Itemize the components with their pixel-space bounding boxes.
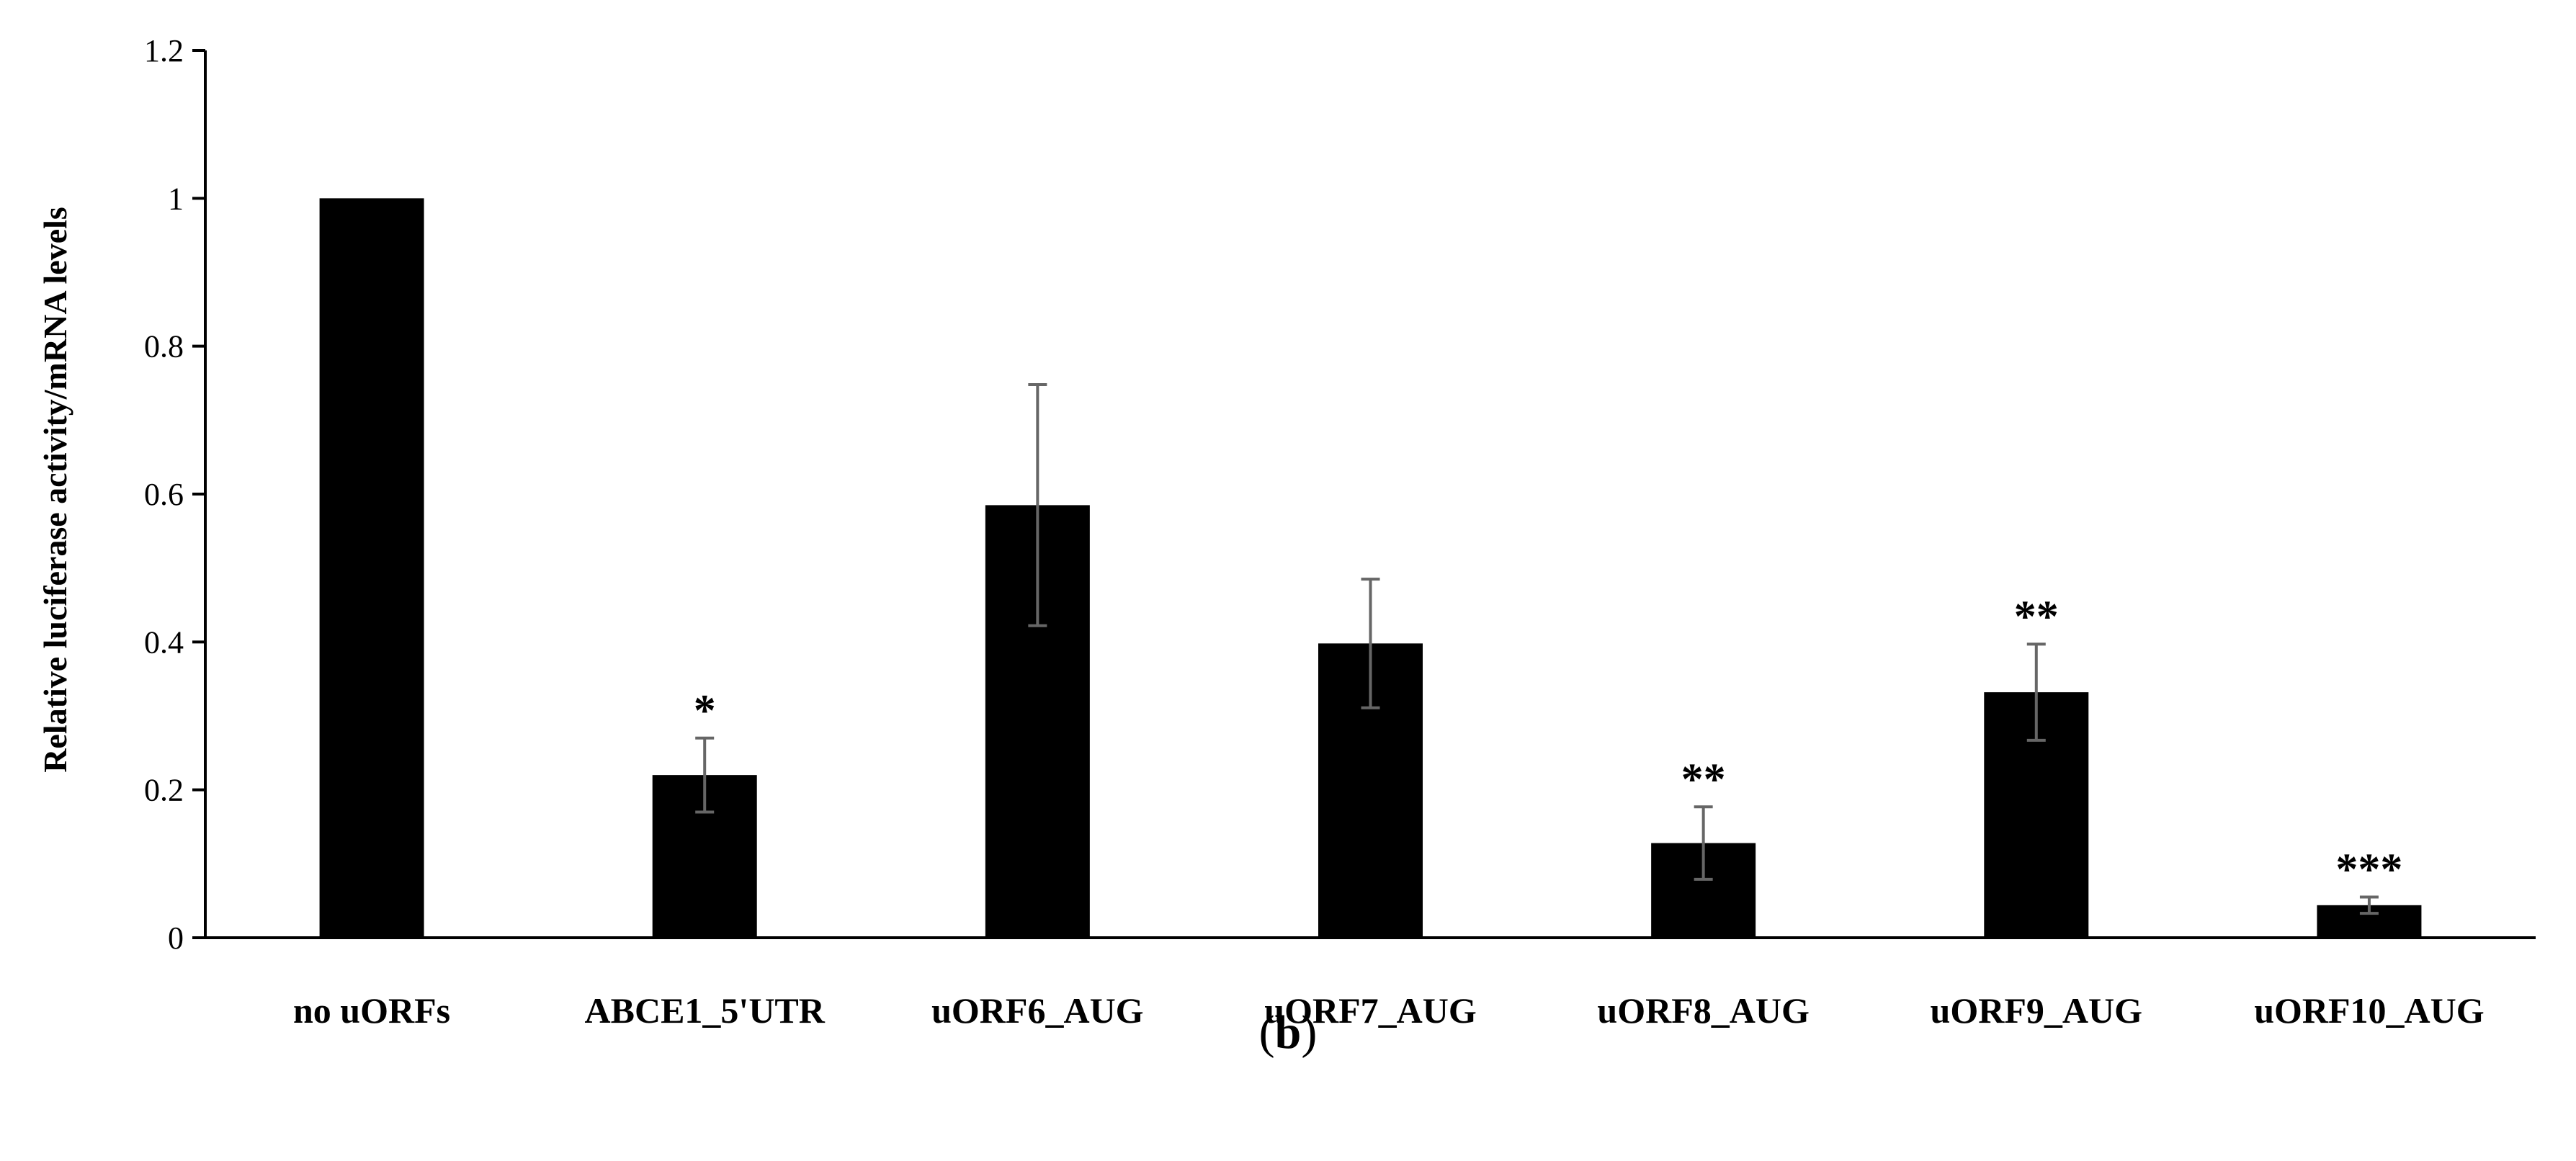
y-tick-label: 0.8 xyxy=(144,329,184,364)
panel-label: (b) xyxy=(1259,1006,1318,1059)
y-tick-label: 0.4 xyxy=(144,624,184,660)
significance-mark: *** xyxy=(2335,846,2402,895)
x-tick-label: no uORFs xyxy=(293,990,450,1031)
y-axis-label: Relative luciferase activity/mRNA levels xyxy=(37,207,73,773)
bar-group xyxy=(319,198,2422,938)
x-tick-label: uORF6_AUG xyxy=(931,990,1143,1031)
panel-label-letter: b xyxy=(1275,1006,1302,1059)
panel-label-open: ( xyxy=(1259,1006,1275,1059)
y-tick-label: 0.6 xyxy=(144,477,184,512)
x-tick-label: ABCE1_5'UTR xyxy=(585,990,826,1031)
panel-label-close: ) xyxy=(1301,1006,1317,1059)
x-tick-label: uORF10_AUG xyxy=(2254,990,2484,1031)
y-tick-label: 0.2 xyxy=(144,773,184,808)
x-tick-label: uORF8_AUG xyxy=(1597,990,1809,1031)
x-tick-label: uORF9_AUG xyxy=(1931,990,2142,1031)
error-bar-group xyxy=(695,383,2379,915)
significance-group: ******** xyxy=(694,592,2403,894)
y-tick-group: 0 0.2 0.4 0.6 0.8 1 1.2 xyxy=(144,33,205,956)
y-tick-label: 1.2 xyxy=(144,33,184,68)
significance-mark: ** xyxy=(1681,755,1726,804)
x-tick-label-group: no uORFs ABCE1_5'UTR uORF6_AUG uORF7_AUG uOR… xyxy=(293,990,2485,1031)
x-tick-label: uORF7_AUG xyxy=(1264,990,1476,1031)
y-tick-label: 0 xyxy=(168,920,184,956)
significance-mark: ** xyxy=(2014,592,2059,641)
y-tick-label: 1 xyxy=(168,181,184,216)
significance-mark: * xyxy=(694,686,716,735)
bar xyxy=(319,198,424,938)
